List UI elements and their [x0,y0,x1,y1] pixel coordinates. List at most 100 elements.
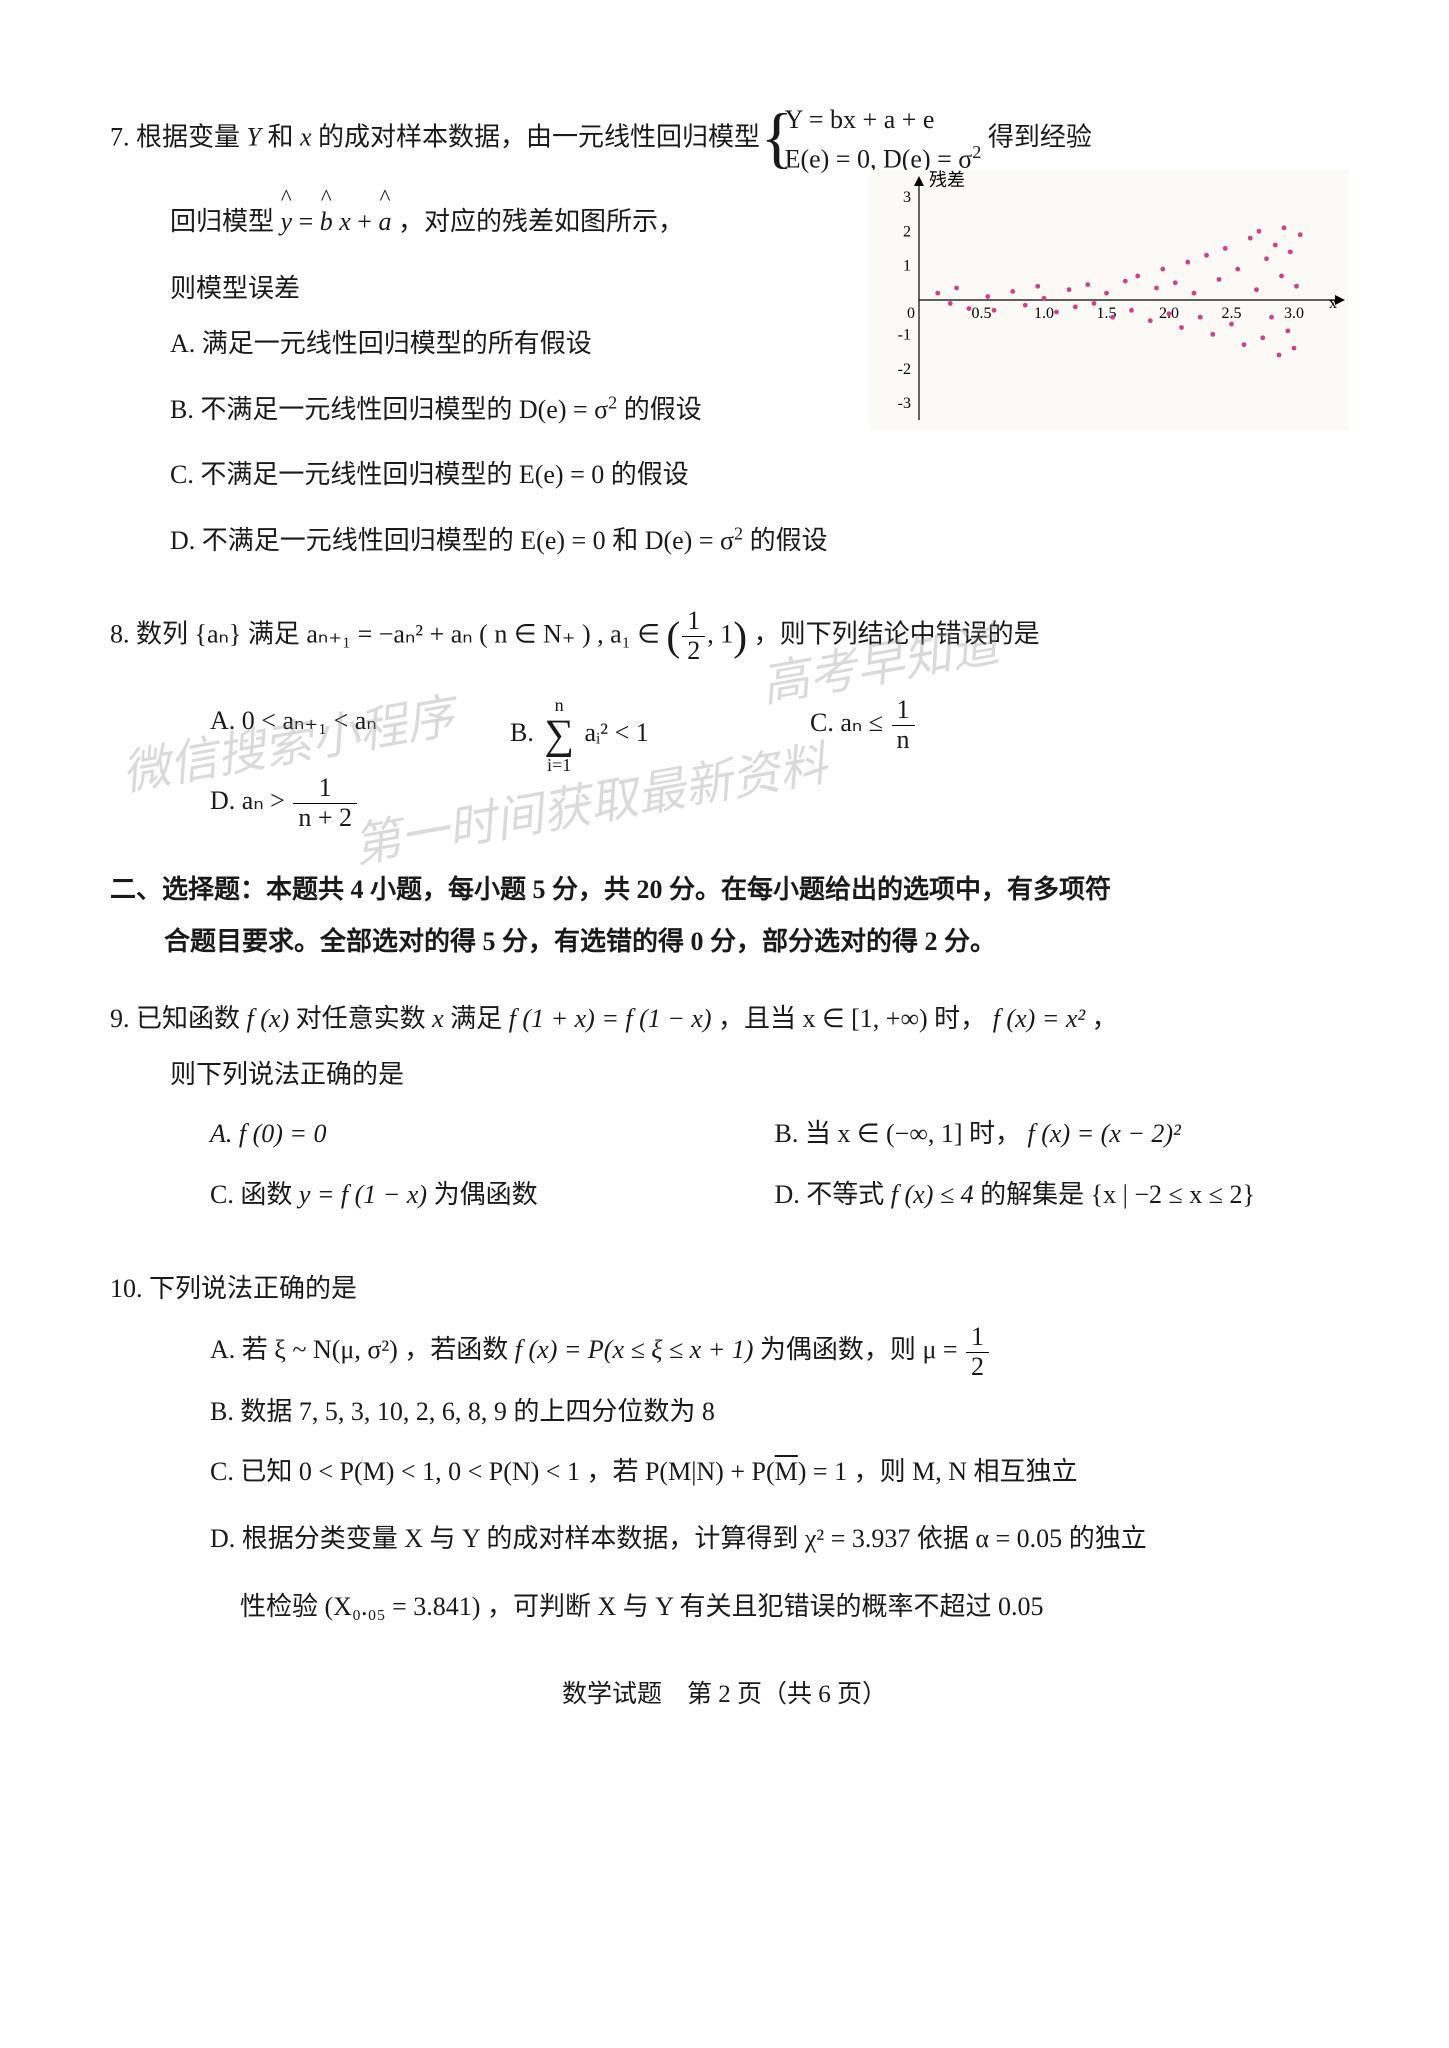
q9-text: ， [1092,1004,1118,1033]
question-9: 9. 已知函数 f (x) 对任意实数 x 满足 f (1 + x) = f (… [110,994,1339,1232]
q7-text: 回归模型 [170,207,281,236]
math-expr: 0 < P(M) < 1, 0 < P(N) < 1 [299,1457,580,1486]
eq-row: Y = bx + a + e [785,105,935,134]
question-8: 8. 数列 {aₙ} 满足 aₙ₊₁ = −aₙ² + aₙ ( n ∈ N₊ … [110,597,1339,832]
q9-option-d: D. 不等式 f (x) ≤ 4 的解集是 {x | −2 ≤ x ≤ 2} [775,1170,1340,1219]
opt-text: C. 函数 [210,1180,299,1209]
math-expr: E(e) = 0 [519,460,604,489]
q8-option-c: C. aₙ ≤ 1n [810,696,1050,774]
math-expr: (X₀.₀₅ = 3.841) [325,1592,481,1621]
q7-option-c: C. 不满足一元线性回归模型的 E(e) = 0 的假设 [110,450,1339,499]
q8-option-d: D. aₙ > 1n + 2 [210,774,450,832]
q10-option-a: A. 若 ξ ~ N(μ, σ²) ，若函数 f (x) = P(x ≤ ξ ≤… [110,1323,1339,1381]
frac-den: n [892,726,915,755]
q7-text: 和 [267,122,300,151]
q7-text: ，对应的残差如图所示， [398,207,684,236]
opt-text: 的假设 [624,395,702,424]
opt-text: 的假设 [750,526,828,555]
opt-text: 和 [612,526,645,555]
svg-text:-3: -3 [898,395,911,412]
math-expr: f (x) [247,1004,290,1033]
opt-text: D. 根据分类变量 X 与 Y 的成对样本数据，计算得到 [210,1524,805,1553]
math-expr: aᵢ² < 1 [585,718,649,747]
q7-number: 7. [110,122,130,151]
frac-num: 1 [682,607,705,637]
opt-text: 的解集是 [980,1180,1091,1209]
q10-option-b: B. 数据 7, 5, 3, 10, 2, 6, 8, 9 的上四分位数为 8 [110,1387,1339,1436]
svg-text:1.0: 1.0 [1034,305,1054,322]
opt-text: ，若函数 [404,1335,515,1364]
math-expr: {aₙ} [195,619,242,648]
q9-option-b: B. 当 x ∈ (−∞, 1] 时， f (x) = (x − 2)² [775,1109,1340,1158]
q9-number: 9. [110,1004,130,1033]
opt-text: D. aₙ > [210,786,285,815]
opt-text: 为偶函数 [434,1180,538,1209]
opt-text: B. 不满足一元线性回归模型的 [170,395,519,424]
opt-text: D. 不满足一元线性回归模型的 [170,526,520,555]
q10-stem: 10. 下列说法正确的是 [110,1264,1339,1313]
math-expr: f (x) = x² [993,1004,1085,1033]
interval-right: , 1 [707,619,733,648]
q9-stem-line2: 则下列说法正确的是 [110,1050,1339,1099]
math-expr: f (1 + x) = f (1 − x) [509,1004,712,1033]
opt-text: 时， [969,1119,1021,1148]
q9-text: 时， [934,1004,986,1033]
q7-text: 得到经验 [988,122,1092,151]
q7-stem-line1: 7. 根据变量 Y 和 x 的成对样本数据，由一元线性回归模型 Y = bx +… [110,100,1339,179]
math-expr: f (x) = (x − 2)² [1028,1119,1181,1148]
svg-text:-2: -2 [898,361,911,378]
q9-option-a: A. f (0) = 0 [210,1109,775,1158]
svg-text:3: 3 [903,189,911,206]
frac-den: n + 2 [293,804,357,833]
q8-text: 数列 [136,619,195,648]
math-bar: M [775,1457,798,1486]
q9-options: A. f (0) = 0 B. 当 x ∈ (−∞, 1] 时， f (x) =… [110,1109,1339,1232]
math-expr: {x | −2 ≤ x ≤ 2} [1091,1180,1255,1209]
equation-system: Y = bx + a + e E(e) = 0, D(e) = σ2 [767,100,982,179]
q9-text: 满足 [450,1004,509,1033]
q7-option-d: D. 不满足一元线性回归模型的 E(e) = 0 和 D(e) = σ2 的假设 [110,516,1339,565]
math-expr: D(e) = σ [519,395,608,424]
opt-text: D. 不等式 [775,1180,891,1209]
q8-stem: 8. 数列 {aₙ} 满足 aₙ₊₁ = −aₙ² + aₙ ( n ∈ N₊ … [110,597,1339,676]
svg-text:3.0: 3.0 [1284,305,1304,322]
opt-text: 的独立 [1069,1524,1147,1553]
q9-stem-line1: 9. 已知函数 f (x) 对任意实数 x 满足 f (1 + x) = f (… [110,994,1339,1043]
math-expr: χ² = 3.937 [805,1524,911,1553]
q8-option-a: A. 0 < aₙ₊₁ < aₙ [210,696,450,774]
math-expr: f (x) = P(x ≤ ξ ≤ x + 1) [515,1335,754,1364]
opt-text: 为偶函数，则 [760,1335,923,1364]
q10-option-d-line2: 性检验 (X₀.₀₅ = 3.841) ，可判断 X 与 Y 有关且犯错误的概率… [110,1582,1339,1631]
q9-text: 已知函数 [136,1004,247,1033]
q8-number: 8. [110,619,130,648]
section-line: 合题目要求。全部选对的得 5 分，有选错的得 0 分，部分选对的得 2 分。 [110,916,1339,968]
math-expr: E(e) = 0 [520,526,605,555]
q8-options: A. 0 < aₙ₊₁ < aₙ B. n ∑ i=1 aᵢ² < 1 C. a… [110,696,1339,832]
frac-num: 1 [966,1323,989,1353]
opt-text: A. 若 [210,1335,274,1364]
section-2-header: 二、选择题：本题共 4 小题，每小题 5 分，共 20 分。在每小题给出的选项中… [110,864,1339,968]
sum-bot: i=1 [544,756,574,774]
opt-text: C. 不满足一元线性回归模型的 [170,460,519,489]
frac-den: 2 [966,1353,989,1382]
section-line: 二、选择题：本题共 4 小题，每小题 5 分，共 20 分。在每小题给出的选项中… [110,864,1339,916]
q8-option-b: B. n ∑ i=1 aᵢ² < 1 [510,696,750,774]
opt-text: C. aₙ ≤ [810,708,883,737]
math-var: x [432,1004,444,1033]
frac-num: 1 [293,774,357,804]
svg-text:-1: -1 [898,326,911,343]
residual-scatter-plot: 残差 x 00.51.01.52.02.53.0-3-2-1123 [869,170,1349,430]
q7-text: 的成对样本数据，由一元线性回归模型 [318,122,767,151]
q10-option-d-line1: D. 根据分类变量 X 与 Y 的成对样本数据，计算得到 χ² = 3.937 … [110,1514,1339,1563]
opt-text: 依据 [917,1524,976,1553]
svg-text:2: 2 [903,223,911,240]
summation-icon: n ∑ i=1 [544,696,574,774]
question-10: 10. 下列说法正确的是 A. 若 ξ ~ N(μ, σ²) ，若函数 f (x… [110,1264,1339,1631]
math-expr: μ = [922,1335,957,1364]
q7-text: 根据变量 [136,122,247,151]
opt-text: C. 已知 [210,1457,299,1486]
math-expr: ξ ~ N(μ, σ²) [274,1335,398,1364]
frac-den: 2 [682,637,705,666]
frac-num: 1 [892,696,915,726]
opt-text: ，则 M, N 相互独立 [854,1457,1078,1486]
